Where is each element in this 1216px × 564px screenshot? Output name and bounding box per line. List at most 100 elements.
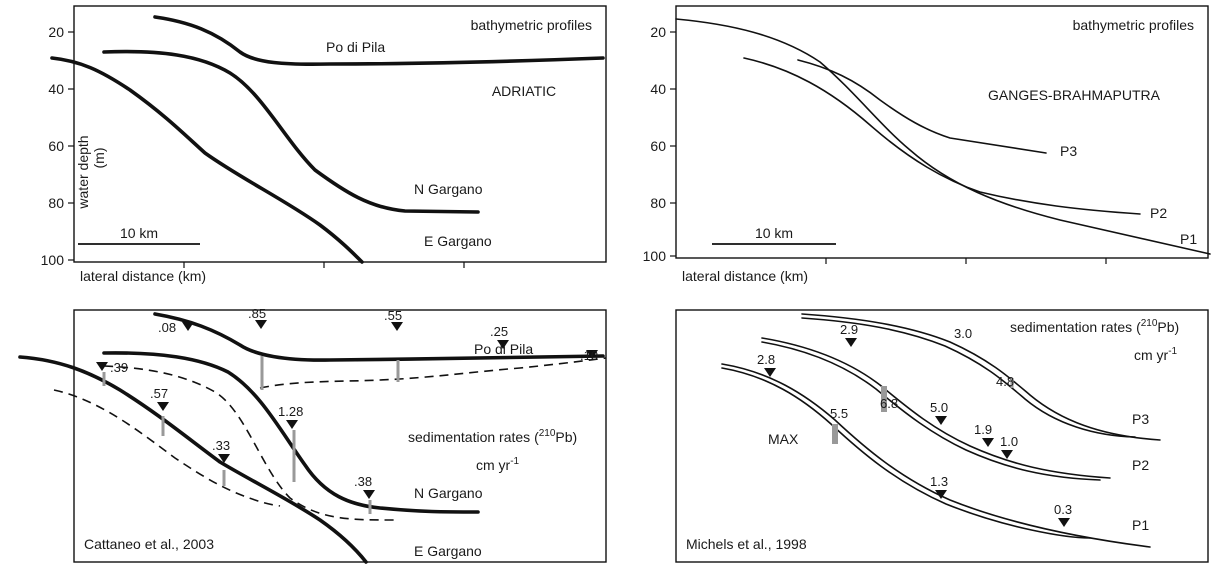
- michels-rate: 4.8: [996, 374, 1014, 389]
- michels-markers: [764, 338, 1070, 527]
- michels-rate: 5.0: [930, 400, 948, 415]
- cattaneo-label-e-gargano: E Gargano: [414, 543, 482, 559]
- ganges-x-ticks: [825, 258, 1107, 264]
- adriatic-y-unit: (m): [91, 148, 107, 169]
- cattaneo-frame: [73, 309, 607, 563]
- cattaneo-rate: .38: [354, 474, 372, 489]
- cattaneo-profile-n-gargano: [102, 351, 480, 514]
- michels-rate: 1.0: [1000, 434, 1018, 449]
- cattaneo-label-po-di-pila: Po di Pila: [474, 341, 533, 357]
- ganges-ytick-60: 60: [650, 138, 666, 154]
- rate-marker: [391, 322, 403, 331]
- ganges-profile-p1: [675, 18, 1211, 255]
- adriatic-y-label: water depth: [75, 135, 91, 209]
- michels-rate: 6.8: [880, 396, 898, 411]
- rate-marker: [96, 362, 108, 371]
- cattaneo-rate: .25: [490, 324, 508, 339]
- cattaneo-rate: .55: [384, 308, 402, 323]
- cattaneo-label-n-gargano: N Gargano: [414, 485, 483, 501]
- ganges-region-label: GANGES-BRAHMAPUTRA: [988, 87, 1161, 103]
- rate-marker: [935, 490, 947, 499]
- cattaneo-panel: .08 .85 .55 .25 .10 .39 .57 1.28 .33 .38…: [18, 306, 607, 564]
- adriatic-label-po-di-pila: Po di Pila: [326, 39, 385, 55]
- cattaneo-rates-title: sedimentation rates (210Pb): [408, 428, 577, 445]
- cattaneo-rate: .85: [248, 306, 266, 321]
- cattaneo-rate: .57: [150, 386, 168, 401]
- cattaneo-markers: [96, 320, 598, 499]
- adriatic-frame: [73, 5, 607, 263]
- adriatic-ytick-80: 80: [48, 195, 64, 211]
- michels-units: cm yr-1: [1134, 346, 1178, 363]
- rate-marker: [845, 338, 857, 347]
- michels-rate: 3.0: [954, 326, 972, 341]
- adriatic-ytick-40: 40: [48, 81, 64, 97]
- rate-marker: [286, 420, 298, 429]
- cattaneo-rate: 1.28: [278, 404, 303, 419]
- cattaneo-profile-e-gargano: [18, 355, 368, 564]
- cattaneo-rate: .08: [158, 320, 176, 335]
- adriatic-region-label: ADRIATIC: [492, 83, 556, 99]
- adriatic-y-axis: 20 40 60 80 100: [41, 24, 74, 268]
- rate-marker: [764, 368, 776, 377]
- michels-rates-title: sedimentation rates (210Pb): [1010, 318, 1179, 335]
- rate-marker: [182, 322, 194, 331]
- ganges-frame: [675, 5, 1209, 259]
- cattaneo-core-bars: [102, 356, 400, 514]
- adriatic-profile-e-gargano: [50, 56, 364, 264]
- ganges-panel: 20 40 60 80 100 lateral distance (km) ba…: [643, 5, 1211, 284]
- michels-rate: 0.3: [1054, 502, 1072, 517]
- michels-profile-p3-bottom: [801, 317, 1136, 438]
- ganges-scale-label: 10 km: [755, 225, 793, 241]
- michels-profile-p3-top: [801, 313, 1161, 441]
- michels-rate: 1.3: [930, 474, 948, 489]
- rate-marker: [586, 350, 598, 359]
- ganges-ytick-40: 40: [650, 81, 666, 97]
- cattaneo-source: Cattaneo et al., 2003: [84, 536, 214, 552]
- ganges-profile-p2: [743, 57, 1141, 215]
- cattaneo-profile-po-di-pila: [153, 312, 605, 362]
- michels-rate: 2.8: [757, 352, 775, 367]
- cattaneo-rate: .10: [580, 348, 598, 363]
- adriatic-ytick-20: 20: [48, 24, 64, 40]
- michels-panel: 2.9 3.0 4.8 2.8 6.8 5.0 1.9 1.0 5.5 1.3 …: [675, 309, 1209, 563]
- cattaneo-dashed-e-gargano: [53, 389, 281, 507]
- ganges-ytick-20: 20: [650, 24, 666, 40]
- adriatic-profile-n-gargano: [102, 49, 480, 214]
- michels-label-p1: P1: [1132, 517, 1149, 533]
- rate-marker: [1058, 518, 1070, 527]
- adriatic-title: bathymetric profiles: [471, 17, 592, 33]
- adriatic-label-e-gargano: E Gargano: [424, 233, 492, 249]
- michels-label-p2: P2: [1132, 457, 1149, 473]
- rate-marker: [982, 438, 994, 447]
- michels-max-label: MAX: [768, 431, 799, 447]
- adriatic-ytick-100: 100: [41, 252, 65, 268]
- michels-rate: 2.9: [840, 322, 858, 337]
- ganges-y-axis: 20 40 60 80 100: [643, 24, 676, 264]
- rate-marker: [935, 416, 947, 425]
- rate-marker: [218, 454, 230, 463]
- ganges-label-p1: P1: [1180, 231, 1197, 247]
- rate-marker: [497, 340, 509, 349]
- cattaneo-dashed-n-gargano: [103, 365, 396, 521]
- michels-rate: 5.5: [830, 406, 848, 421]
- rate-marker: [363, 490, 375, 499]
- cattaneo-units: cm yr-1: [476, 456, 520, 473]
- adriatic-ytick-60: 60: [48, 138, 64, 154]
- adriatic-x-label: lateral distance (km): [80, 268, 206, 284]
- ganges-profile-p3: [797, 59, 1047, 154]
- michels-frame: [675, 309, 1209, 563]
- adriatic-x-ticks: [183, 262, 465, 268]
- michels-source: Michels et al., 1998: [686, 536, 807, 552]
- adriatic-label-n-gargano: N Gargano: [414, 181, 483, 197]
- michels-profile-p1-bottom: [721, 367, 1091, 539]
- michels-profile-p2-top: [761, 337, 1111, 479]
- ganges-ytick-80: 80: [650, 195, 666, 211]
- michels-rate: 1.9: [974, 422, 992, 437]
- ganges-title: bathymetric profiles: [1073, 17, 1194, 33]
- michels-profile-p2-bottom: [761, 341, 1101, 481]
- adriatic-scale-label: 10 km: [120, 225, 158, 241]
- michels-profile-p1-top: [721, 363, 1151, 548]
- rate-marker: [157, 402, 169, 411]
- cattaneo-rate: .33: [212, 438, 230, 453]
